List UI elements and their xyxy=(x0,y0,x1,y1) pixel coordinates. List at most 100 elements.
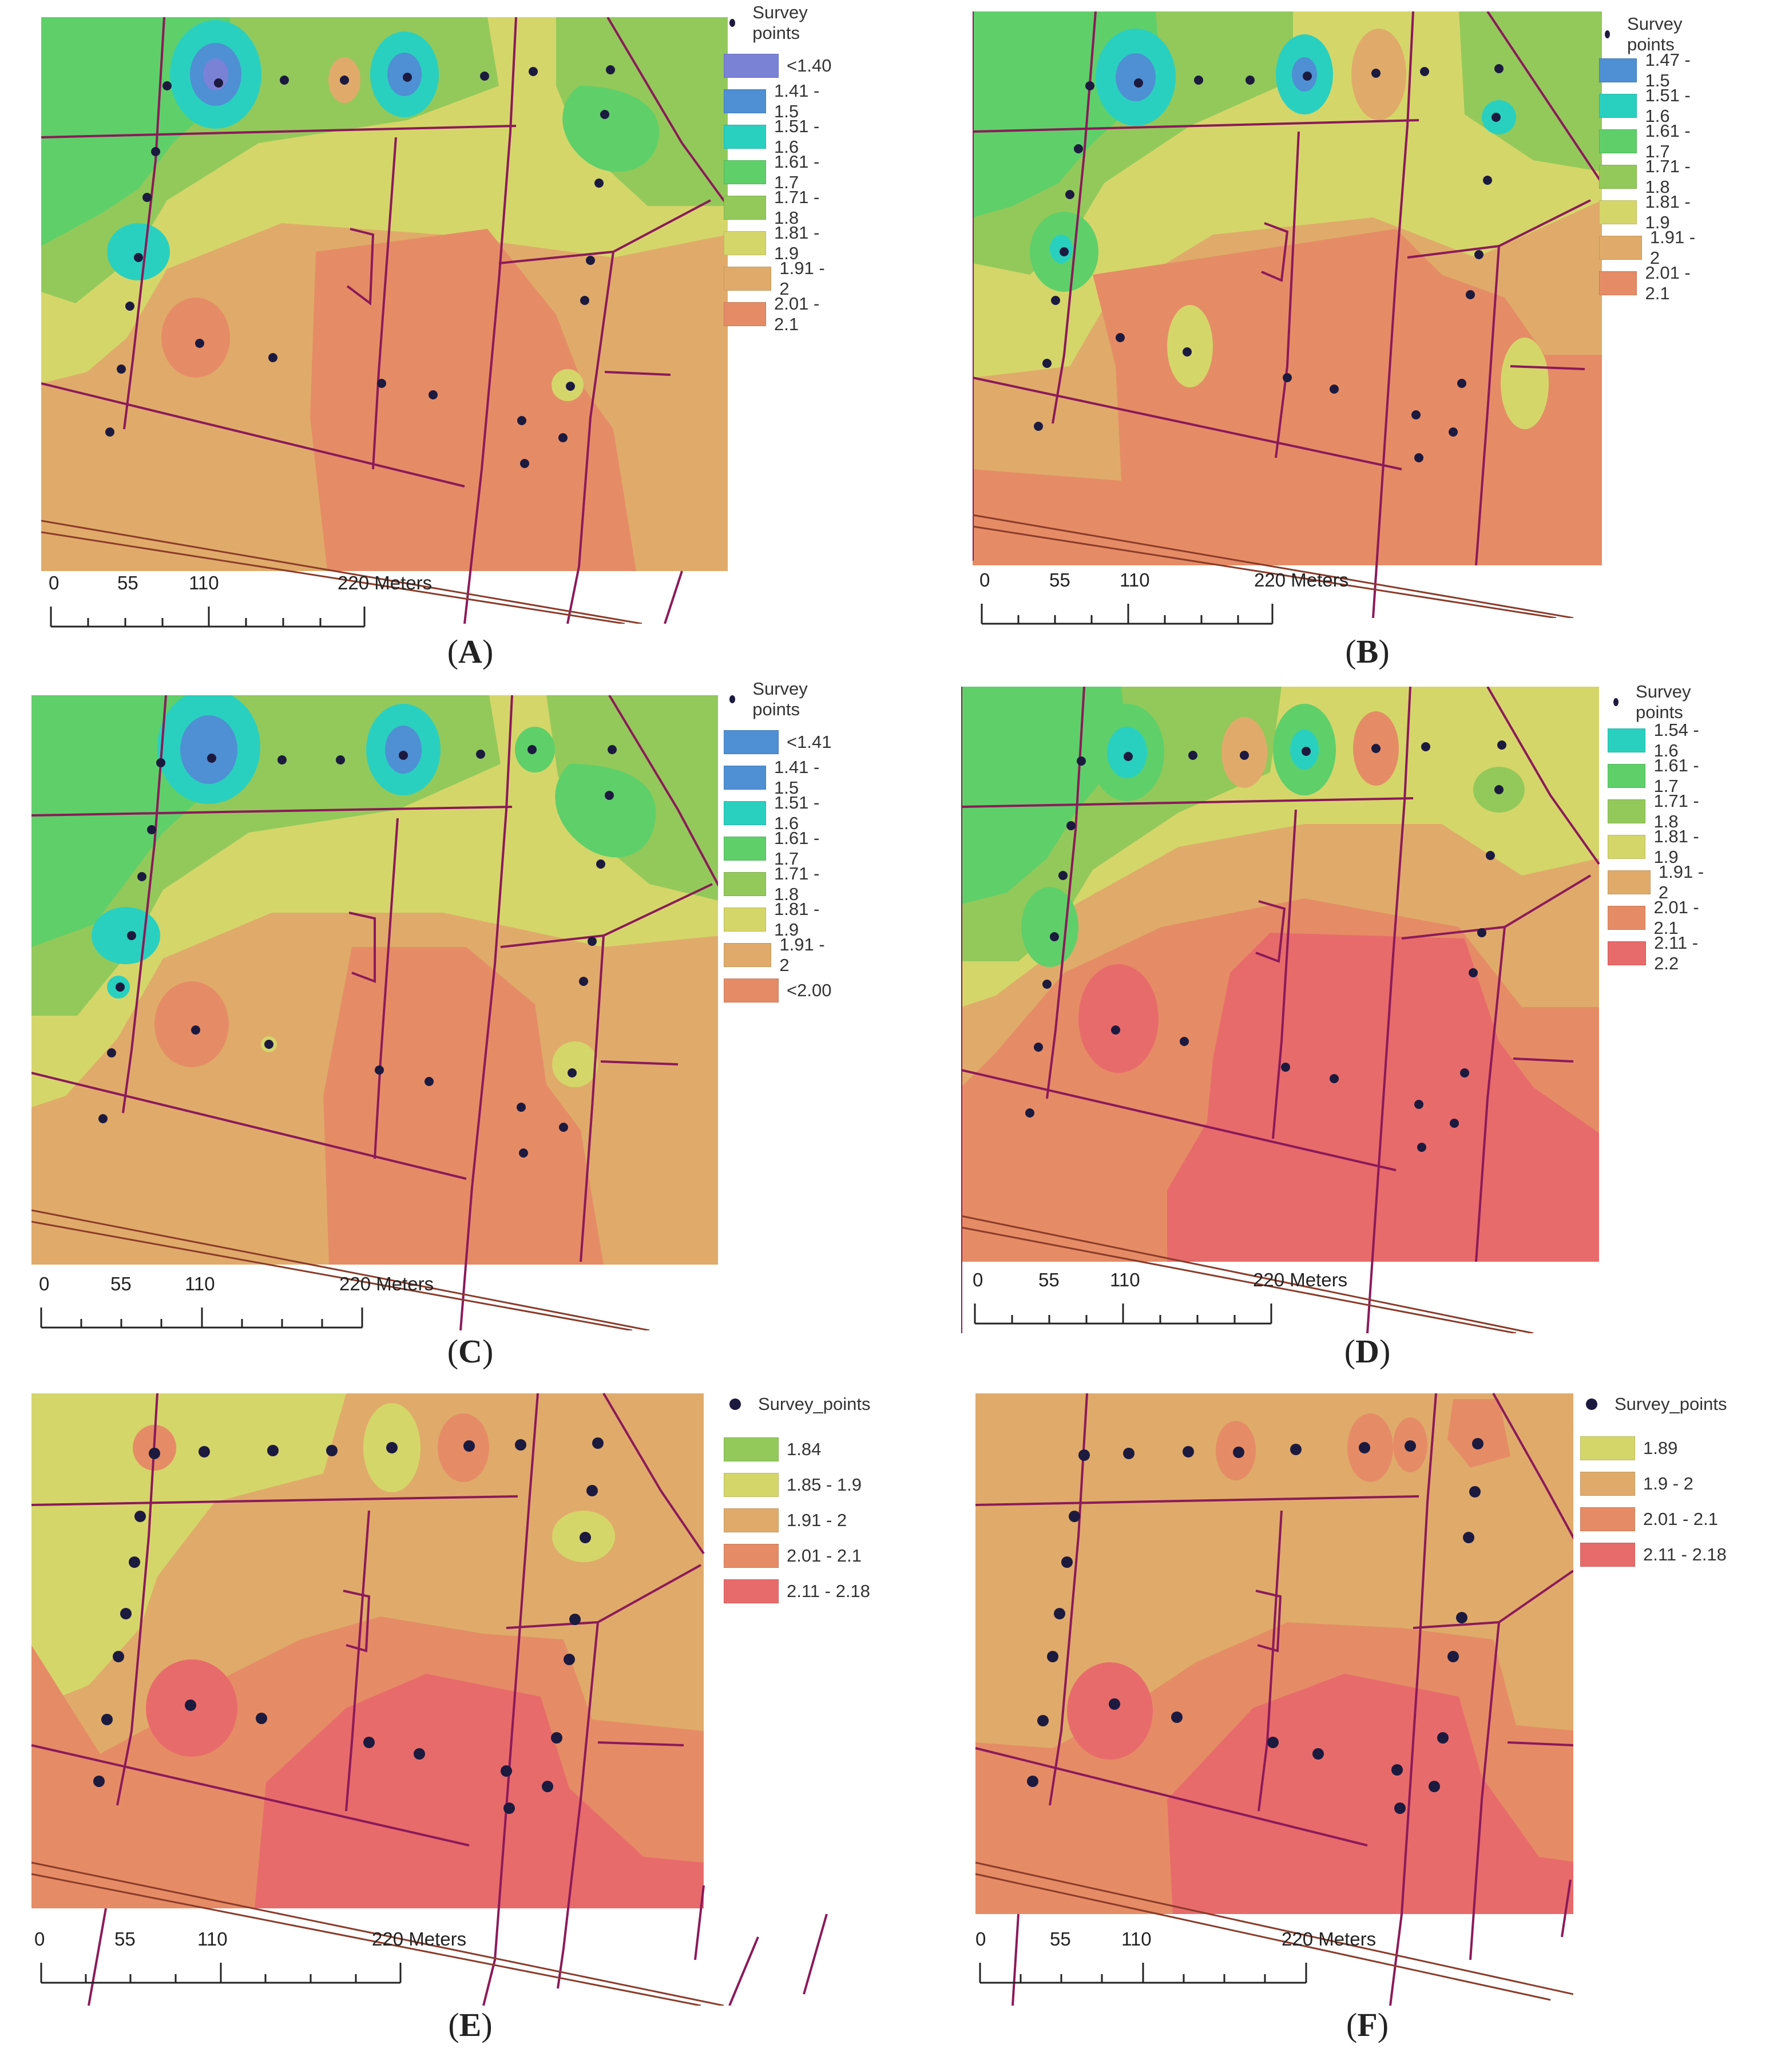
scale-label-0: 0 xyxy=(973,1269,983,1290)
legend-title: Survey points xyxy=(1636,682,1691,722)
zone-200-west xyxy=(154,981,229,1067)
zone-161-ne xyxy=(562,86,659,172)
legend-item: 1.54 - 1.6 xyxy=(1608,720,1705,760)
survey-point-symbol xyxy=(1605,30,1611,38)
legend-label: 2.11 - 2.18 xyxy=(787,1581,870,1601)
map-c-svg xyxy=(31,695,718,1330)
scale-label-110: 110 xyxy=(1120,569,1150,591)
legend-item: 1.41 - 1.5 xyxy=(724,81,831,121)
legend-label: 1.81 - 1.9 xyxy=(1645,192,1691,232)
legend-label: 1.91 - 2 xyxy=(787,1510,847,1530)
legend-label: 1.91 - 2 xyxy=(779,934,825,975)
legend-item: 2.01 - 2.1 xyxy=(724,294,831,334)
legend-swatch xyxy=(724,89,767,113)
legend-item: 1.61 - 1.7 xyxy=(724,152,831,192)
map-e xyxy=(26,1388,838,2006)
legend-label: <2.00 xyxy=(787,980,832,1000)
label-paren-open: ( xyxy=(1345,633,1356,670)
legend-swatch xyxy=(724,801,767,825)
label-paren-close: ) xyxy=(482,633,494,670)
zone-185 xyxy=(31,1393,346,1708)
legend-title-row: Survey points xyxy=(724,679,831,719)
label-letter: C xyxy=(458,1333,482,1370)
legend-label: 1.81 - 1.9 xyxy=(774,223,820,263)
label-paren-close: ) xyxy=(481,2006,493,2043)
label-letter: F xyxy=(1357,2006,1378,2043)
zone-181-spot xyxy=(1167,305,1213,387)
map-a xyxy=(41,17,728,624)
legend-swatch xyxy=(724,837,767,861)
legend-swatch xyxy=(724,1508,779,1532)
legend-label: 1.61 - 1.7 xyxy=(774,152,820,192)
zone-211-west xyxy=(1078,964,1159,1073)
legend-swatch xyxy=(724,1473,779,1497)
zone-181-spot xyxy=(552,1041,598,1087)
map-b-svg xyxy=(973,11,1603,618)
legend-title: Survey points xyxy=(752,679,808,719)
legend-item: 1.51 - 1.6 xyxy=(724,116,831,157)
label-paren-open: ( xyxy=(447,1333,459,1370)
legend-item: 2.11 - 2.2 xyxy=(1608,933,1705,973)
legend-item: 1.61 - 1.7 xyxy=(724,828,831,869)
zone-161-ne xyxy=(555,764,656,858)
scale-label-220: 220 Meters xyxy=(338,572,433,593)
legend-item: 2.11 - 2.18 xyxy=(1580,1537,1727,1572)
legend-item: 1.81 - 1.9 xyxy=(1608,826,1705,867)
zone-161 xyxy=(961,687,1127,904)
legend-item: 1.51 - 1.6 xyxy=(724,793,831,833)
legend-title-row: Survey points xyxy=(1599,14,1696,54)
label-letter: B xyxy=(1356,633,1379,670)
legend-swatch xyxy=(1580,1543,1635,1567)
legend-item: 1.91 - 2 xyxy=(1608,862,1705,902)
legend-label: <1.40 xyxy=(787,56,832,76)
scale-label-110: 110 xyxy=(1121,1928,1152,1950)
legend-swatch xyxy=(724,730,779,754)
label-paren-open: ( xyxy=(1346,2006,1358,2043)
legend-swatch xyxy=(724,196,767,220)
legend-item: 1.71 - 1.8 xyxy=(724,187,831,228)
legend-title: Survey_points xyxy=(1615,1394,1727,1414)
survey-point-symbol xyxy=(1586,1398,1597,1410)
legend-item: 1.85 - 1.9 xyxy=(724,1467,870,1503)
legend-title: Survey_points xyxy=(758,1394,871,1414)
legend-title: Survey points xyxy=(752,2,808,43)
legend-item: 1.61 - 1.7 xyxy=(1599,121,1696,161)
scale-label-0: 0 xyxy=(34,1928,45,1950)
legend-item: 2.01 - 2.1 xyxy=(1580,1501,1727,1537)
zone-201-west xyxy=(161,298,230,378)
roads xyxy=(41,17,728,624)
map-f-svg xyxy=(975,1393,1573,2006)
railway xyxy=(975,1861,1573,2001)
legend-swatch xyxy=(1599,200,1637,224)
survey-points xyxy=(1025,740,1506,1152)
scale-label-0: 0 xyxy=(975,1928,986,1950)
zone-201-ne xyxy=(1447,1399,1510,1468)
legend-swatch xyxy=(1599,271,1637,295)
label-paren-open: ( xyxy=(447,633,459,670)
legend-swatch xyxy=(724,302,767,326)
panel-label-a: (A) xyxy=(413,632,527,671)
legend-label: 2.01 - 2.1 xyxy=(787,1546,862,1566)
scale-ticks xyxy=(979,1963,1307,1984)
legend-swatch xyxy=(724,978,779,1003)
legend-label: 1.71 - 1.8 xyxy=(1653,791,1699,831)
legend-e: Survey_points 1.84 1.85 - 1.9 1.91 - 2 2… xyxy=(724,1392,870,1609)
legend-label: 1.71 - 1.8 xyxy=(774,187,820,228)
legend-item: 1.81 - 1.9 xyxy=(724,223,831,263)
legend-label: 1.61 - 1.7 xyxy=(774,828,820,869)
legend-item: 1.71 - 1.8 xyxy=(724,863,831,904)
legend-swatch xyxy=(724,1437,779,1461)
legend-item: 2.01 - 2.1 xyxy=(1608,897,1705,938)
scale-label-55: 55 xyxy=(1049,569,1070,591)
scale-bar-c: 0 55 110 220 Meters xyxy=(39,1273,434,1336)
legend-label: 1.81 - 1.9 xyxy=(774,899,820,940)
legend-item: 2.01 - 2.1 xyxy=(724,1538,870,1574)
survey-point-symbol xyxy=(1613,698,1619,706)
legend-item: <2.00 xyxy=(724,973,831,1008)
scale-ticks xyxy=(981,604,1274,625)
legend-label: 1.85 - 1.9 xyxy=(787,1475,862,1495)
legend-swatch xyxy=(1599,94,1637,118)
scale-label-220: 220 Meters xyxy=(1253,1269,1348,1290)
legend-swatch xyxy=(1608,906,1646,930)
legend-label: 1.84 xyxy=(787,1439,822,1459)
